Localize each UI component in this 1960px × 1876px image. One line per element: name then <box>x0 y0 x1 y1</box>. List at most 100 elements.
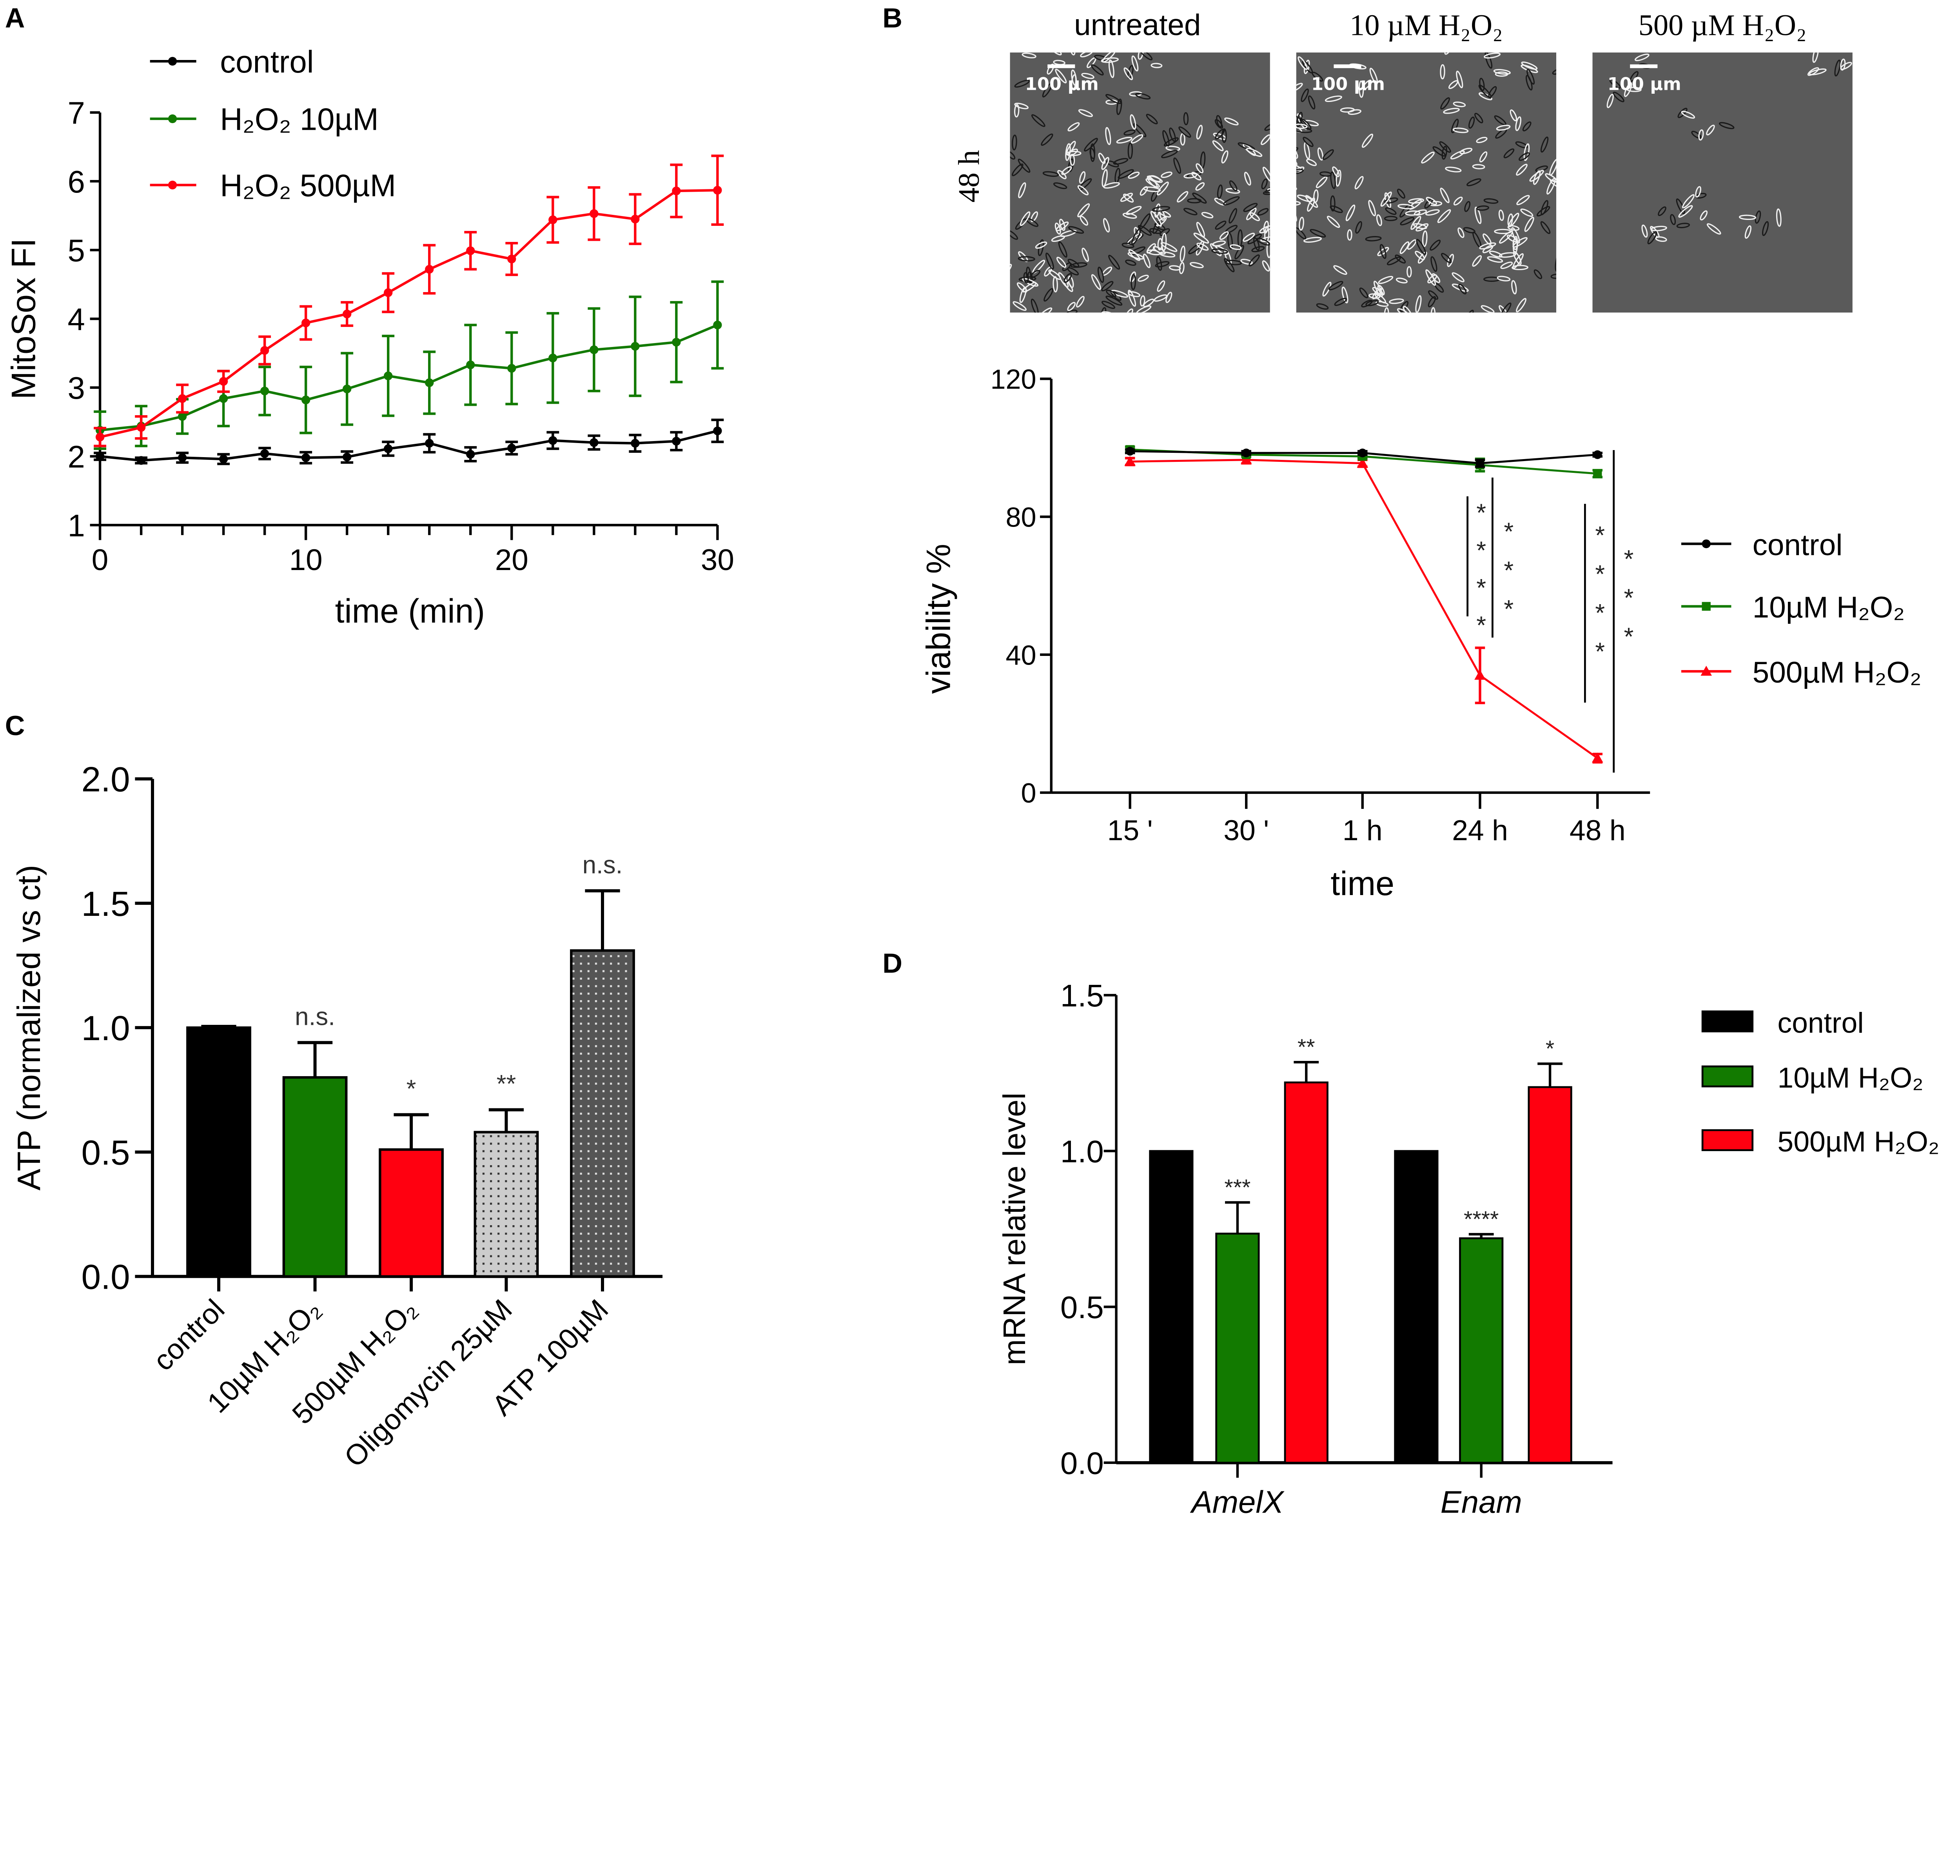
cell <box>1082 247 1089 262</box>
data-point <box>1475 459 1485 468</box>
bar <box>186 1026 251 1278</box>
cell <box>1038 307 1053 313</box>
cell <box>931 305 942 311</box>
cell <box>1009 41 1020 48</box>
data-point <box>425 265 434 274</box>
cell <box>1503 148 1515 158</box>
cell <box>1524 216 1534 232</box>
significance-star: * <box>1595 560 1605 588</box>
cell <box>1098 153 1106 164</box>
cell <box>1498 209 1504 221</box>
cell <box>1020 343 1033 352</box>
significance-star: * <box>1476 499 1486 527</box>
cell <box>1555 158 1569 172</box>
cells <box>1606 52 1852 245</box>
cell <box>1472 255 1482 267</box>
cell <box>998 297 1006 309</box>
cell <box>1076 296 1085 308</box>
series-line <box>100 189 718 438</box>
significance-annotation: * * * * <box>1584 504 1605 703</box>
data-point <box>631 214 640 223</box>
cell <box>1613 91 1624 102</box>
cell <box>1214 119 1223 129</box>
cell <box>1533 170 1541 185</box>
cell <box>1122 212 1137 219</box>
cell <box>1271 89 1287 95</box>
data-point <box>507 364 516 373</box>
cell <box>1443 108 1460 114</box>
cell <box>1606 94 1614 108</box>
cell <box>1102 52 1116 63</box>
cell <box>1410 216 1421 230</box>
cell <box>1395 254 1406 264</box>
cell <box>1310 229 1326 238</box>
cell <box>978 284 989 294</box>
significance-label: **** <box>1464 1207 1499 1232</box>
cell <box>1140 52 1153 60</box>
data-point <box>590 345 599 354</box>
legend-swatch <box>1701 1010 1754 1033</box>
data-point <box>590 209 599 218</box>
cell <box>1195 182 1205 191</box>
cell <box>1224 258 1235 272</box>
cell <box>993 316 1004 329</box>
x-tick-label: Enam <box>1441 1484 1522 1518</box>
significance-star: * <box>1476 536 1486 564</box>
significance-annotation: * * * * <box>1466 496 1486 639</box>
scale-bar-label: 100 µm <box>1311 74 1385 94</box>
cells <box>1271 52 1586 328</box>
cell <box>1384 216 1398 221</box>
data-point <box>507 254 516 263</box>
data-point <box>1593 450 1602 459</box>
cell <box>1483 233 1492 245</box>
cell <box>1219 231 1229 240</box>
cell <box>1159 251 1176 258</box>
significance-star: * <box>1595 637 1605 666</box>
cell <box>1413 223 1427 229</box>
legend-marker <box>1702 602 1711 611</box>
cell <box>1416 223 1429 232</box>
cell <box>1196 125 1203 140</box>
cell <box>1484 52 1501 59</box>
bar-group-0: control <box>147 1025 251 1377</box>
cell <box>1495 52 1502 54</box>
x-tick-label: 15 ' <box>1107 814 1153 846</box>
cell <box>1406 323 1421 328</box>
cell <box>1296 186 1297 192</box>
cell <box>1458 283 1467 294</box>
cell <box>1441 146 1447 160</box>
cell <box>1262 167 1270 182</box>
cell <box>1379 244 1387 259</box>
cell <box>973 291 981 306</box>
cell <box>1031 298 1039 313</box>
cell <box>1025 338 1038 353</box>
cell <box>1406 266 1412 278</box>
data-point <box>178 412 187 421</box>
cell <box>1555 254 1557 272</box>
cell <box>1695 186 1701 198</box>
y-tick-label: 120 <box>990 364 1036 395</box>
cell <box>1518 152 1530 161</box>
cell <box>1452 283 1469 292</box>
cell <box>986 281 991 295</box>
series-0 <box>1125 447 1603 468</box>
cell <box>935 211 951 223</box>
cell <box>1812 52 1819 63</box>
bar <box>1284 1081 1328 1464</box>
x-tick-label: 20 <box>495 543 528 577</box>
data-point <box>219 394 228 403</box>
cell <box>1014 103 1029 109</box>
bar <box>570 949 635 1278</box>
cell <box>1572 63 1586 73</box>
micrograph-column-label: 500 µM H₂O₂ <box>1639 8 1807 42</box>
cell <box>1378 276 1394 284</box>
data-point <box>713 426 722 436</box>
data-point <box>178 394 187 403</box>
cell <box>1464 309 1474 313</box>
cell <box>1374 292 1387 303</box>
data-point <box>425 439 434 448</box>
cell <box>1118 169 1134 179</box>
cell <box>978 336 989 343</box>
cell <box>1257 208 1269 216</box>
significance-star: * <box>1476 611 1486 639</box>
